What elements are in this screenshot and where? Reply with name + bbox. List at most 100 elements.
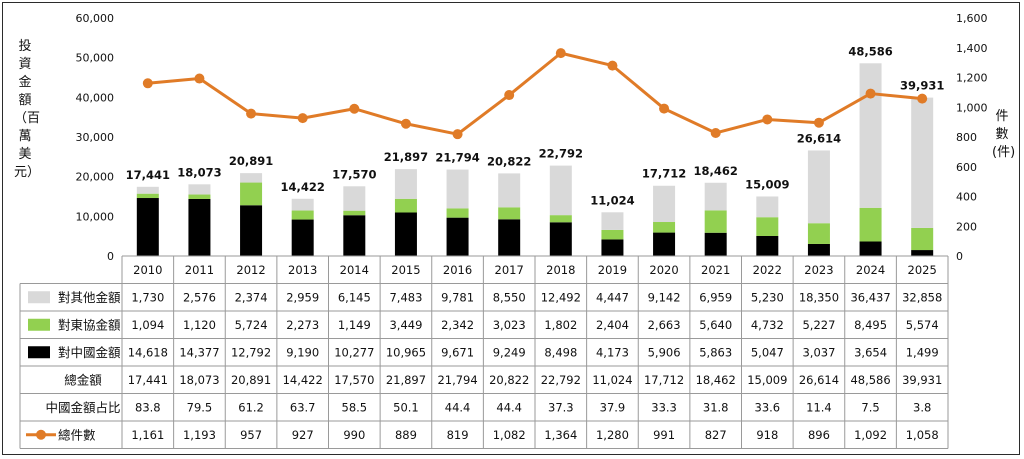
- table-cell: 61.2: [238, 400, 264, 414]
- table-cell: 79.5: [187, 400, 213, 414]
- bar-segment: [911, 227, 934, 251]
- table-cell: 50.1: [393, 400, 419, 414]
- table-cell: 1,161: [131, 428, 164, 442]
- x-tick-label: 2023: [804, 263, 833, 277]
- table-row-label: 對其他金額: [58, 290, 121, 305]
- x-tick-label: 2018: [546, 263, 575, 277]
- table-cell: 37.3: [548, 400, 574, 414]
- table-cell: 918: [756, 428, 778, 442]
- table-cell: 14,422: [283, 373, 323, 387]
- total-data-label: 17,570: [332, 167, 376, 181]
- table-cell: 5,863: [699, 345, 732, 359]
- total-data-label: 17,712: [642, 167, 686, 181]
- bar-segment: [756, 235, 779, 256]
- table-cell: 957: [240, 428, 262, 442]
- table-cell: 1,120: [183, 318, 216, 332]
- total-data-label: 11,024: [590, 193, 634, 207]
- bar-segment: [188, 198, 211, 256]
- table-cell: 991: [653, 428, 675, 442]
- table-cell: 4,447: [596, 290, 629, 304]
- table-cell: 8,550: [493, 290, 526, 304]
- table-cell: 83.8: [135, 400, 161, 414]
- table-cell: 1,149: [338, 318, 371, 332]
- count-point: [917, 93, 928, 104]
- table-cell: 3,037: [802, 345, 835, 359]
- y-tick-label: 30,000: [76, 131, 115, 144]
- table-cell: 2,404: [596, 318, 629, 332]
- table-cell: 7,483: [389, 290, 422, 304]
- bar-segment: [343, 186, 366, 211]
- count-point: [452, 129, 463, 140]
- y2-tick-label: 800: [956, 131, 977, 144]
- table-cell: 12,792: [231, 345, 271, 359]
- table-cell: 48,586: [850, 373, 890, 387]
- x-tick-label: 2022: [753, 263, 782, 277]
- table-cell: 896: [808, 428, 830, 442]
- count-point: [659, 103, 670, 114]
- total-data-label: 48,586: [848, 44, 892, 58]
- count-point: [400, 118, 411, 129]
- bar-segment: [188, 184, 211, 195]
- count-point: [607, 60, 618, 71]
- x-tick-label: 2021: [701, 263, 730, 277]
- total-data-label: 17,441: [126, 168, 170, 182]
- bar-segment: [136, 186, 159, 194]
- table-cell: 18,350: [799, 290, 839, 304]
- bar-segment: [756, 217, 779, 236]
- table-cell: 1,280: [596, 428, 629, 442]
- table-cell: 44.4: [496, 400, 522, 414]
- table-cell: 39,931: [902, 373, 942, 387]
- table-cell: 15,009: [747, 373, 787, 387]
- table-cell: 9,142: [648, 290, 681, 304]
- x-tick-label: 2019: [598, 263, 627, 277]
- total-data-label: 15,009: [745, 177, 789, 191]
- bar-segment: [653, 232, 676, 256]
- table-cell: 1,193: [183, 428, 216, 442]
- bar-segment: [240, 182, 263, 206]
- table-cell: 37.9: [600, 400, 626, 414]
- bar-segment: [343, 210, 366, 216]
- y-tick-label: 40,000: [76, 91, 115, 104]
- bar-segment: [291, 219, 314, 256]
- table-cell: 17,441: [128, 373, 168, 387]
- x-tick-label: 2025: [908, 263, 937, 277]
- legend-swatch: [28, 346, 50, 359]
- count-point: [865, 88, 876, 99]
- table-cell: 5,230: [751, 290, 784, 304]
- table-cell: 2,273: [286, 318, 319, 332]
- table-cell: 1,730: [131, 290, 164, 304]
- x-tick-label: 2015: [391, 263, 420, 277]
- table-cell: 9,190: [286, 345, 319, 359]
- table-cell: 17,712: [644, 373, 684, 387]
- table-cell: 14,618: [128, 345, 168, 359]
- bar-segment: [859, 207, 882, 242]
- y2-tick-label: 400: [956, 191, 977, 204]
- table-cell: 10,277: [334, 345, 374, 359]
- y2-axis-label: 件數(件): [992, 109, 1016, 160]
- table-cell: 1,082: [493, 428, 526, 442]
- bar-segment: [549, 222, 572, 256]
- bar-segment: [343, 215, 366, 256]
- bar-segment: [446, 208, 469, 218]
- table-cell: 58.5: [342, 400, 368, 414]
- bar-segment: [498, 207, 521, 220]
- x-tick-label: 2017: [495, 263, 524, 277]
- x-tick-label: 2010: [133, 263, 162, 277]
- total-data-label: 20,891: [229, 154, 273, 168]
- bar-segment: [240, 173, 263, 183]
- bar-segment: [704, 182, 727, 211]
- table-cell: 63.7: [290, 400, 316, 414]
- table-cell: 5,724: [235, 318, 268, 332]
- bar-segment: [601, 229, 624, 240]
- y-tick-label: 50,000: [76, 52, 115, 65]
- count-point: [142, 78, 153, 89]
- bar-segment: [136, 193, 159, 199]
- y-axis-label: 投資金額（百萬美元）: [14, 39, 41, 180]
- count-point: [194, 73, 205, 84]
- count-point: [297, 113, 308, 124]
- table-cell: 6,145: [338, 290, 371, 304]
- count-point: [555, 48, 566, 59]
- table-cell: 21,794: [437, 373, 477, 387]
- total-data-label: 21,897: [384, 150, 428, 164]
- table-cell: 1,058: [906, 428, 939, 442]
